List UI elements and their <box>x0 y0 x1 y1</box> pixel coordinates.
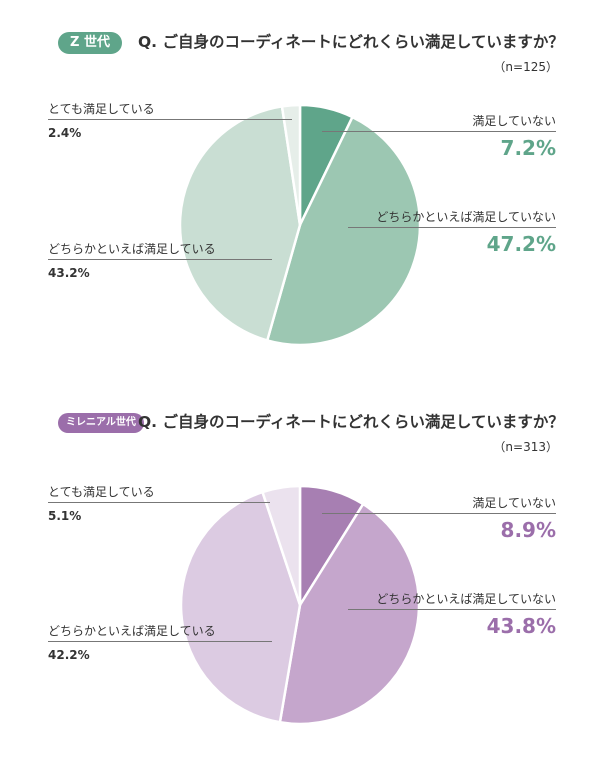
leader-line-somewhat-satisfied-millennial <box>48 641 272 642</box>
pie-slice-somewhat-not-satisfied-z <box>265 115 422 347</box>
leader-line-very-satisfied-z <box>48 119 292 120</box>
label-somewhat-not-satisfied-z: どちらかといえば満足していない <box>376 210 556 224</box>
question-title-z: Q. ご自身のコーディネートにどれくらい満足していますか？ <box>138 33 564 51</box>
label-somewhat-satisfied-millennial: どちらかといえば満足している <box>48 624 216 638</box>
pie-slice-very-satisfied-z <box>280 103 302 227</box>
leader-line-very-satisfied-millennial <box>48 502 270 503</box>
leader-line-somewhat-satisfied-z <box>48 259 272 260</box>
question-title-millennial: Q. ご自身のコーディネートにどれくらい満足していますか？ <box>138 413 564 431</box>
pie-chart-z <box>178 103 422 347</box>
value-somewhat-not-satisfied-millennial: 43.8% <box>486 614 556 638</box>
label-very-satisfied-z: とても満足している <box>48 102 155 116</box>
leader-line-somewhat-not-satisfied-z <box>348 227 556 228</box>
value-somewhat-satisfied-millennial: 42.2% <box>48 648 90 662</box>
label-somewhat-satisfied-z: どちらかといえば満足している <box>48 242 216 256</box>
badge-z-generation: Z 世代 <box>58 32 122 54</box>
badge-millennial-generation: ミレニアル世代 <box>58 413 144 433</box>
label-very-satisfied-millennial: とても満足している <box>48 485 155 499</box>
label-somewhat-not-satisfied-millennial: どちらかといえば満足していない <box>376 592 556 606</box>
value-somewhat-not-satisfied-z: 47.2% <box>486 232 556 256</box>
leader-line-somewhat-not-satisfied-millennial <box>348 609 556 610</box>
leader-line-not-satisfied-millennial <box>322 513 556 514</box>
label-not-satisfied-millennial: 満足していない <box>472 496 556 510</box>
leader-line-not-satisfied-z <box>322 131 556 132</box>
chart-z-generation: Z 世代 Q. ご自身のコーディネートにどれくらい満足していますか？ （n=12… <box>0 0 600 380</box>
sample-size-millennial: （n=313） <box>493 440 558 454</box>
pie-slice-somewhat-not-satisfied-millennial <box>278 502 421 726</box>
label-not-satisfied-z: 満足していない <box>472 114 556 128</box>
pie-slice-somewhat-satisfied-millennial <box>179 490 302 724</box>
value-very-satisfied-millennial: 5.1% <box>48 509 82 523</box>
value-not-satisfied-z: 7.2% <box>500 136 556 160</box>
chart-millennial-generation: ミレニアル世代 Q. ご自身のコーディネートにどれくらい満足していますか？ （n… <box>0 380 600 760</box>
pie-chart-millennial <box>179 484 421 726</box>
value-somewhat-satisfied-z: 43.2% <box>48 266 90 280</box>
value-very-satisfied-z: 2.4% <box>48 126 82 140</box>
sample-size-z: （n=125） <box>493 60 558 74</box>
value-not-satisfied-millennial: 8.9% <box>500 518 556 542</box>
pie-slice-very-satisfied-millennial <box>261 484 302 607</box>
